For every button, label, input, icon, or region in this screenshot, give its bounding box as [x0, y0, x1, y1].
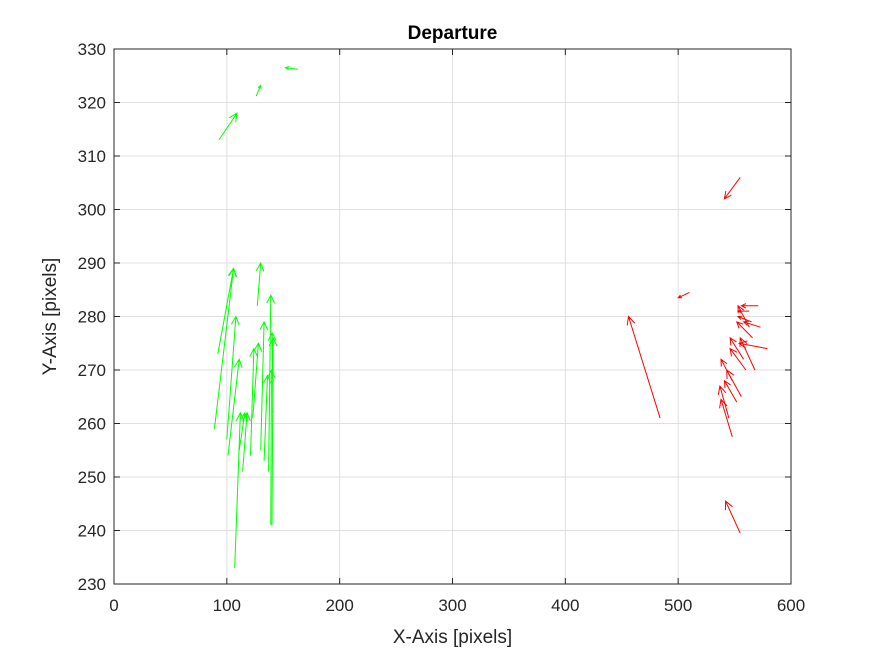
grid-lines — [114, 49, 791, 584]
y-tick-label: 230 — [78, 575, 106, 594]
x-tick-label: 400 — [551, 596, 579, 615]
y-tick-label: 260 — [78, 415, 106, 434]
y-tick-label: 250 — [78, 468, 106, 487]
axis-ticks: 0 100 200 300 400 500 600 230 240 250 260 270 280 290… — [78, 40, 806, 615]
y-tick-label: 290 — [78, 254, 106, 273]
vector-arrow — [227, 358, 243, 456]
y-tick-label: 310 — [78, 147, 106, 166]
vector-arrow — [226, 315, 240, 440]
vector-arrow — [724, 500, 741, 534]
vector-arrow — [267, 368, 276, 526]
y-tick-label: 270 — [78, 361, 106, 380]
vector-arrow — [255, 84, 262, 97]
x-tick-label: 200 — [325, 596, 353, 615]
x-tick-label: 300 — [438, 596, 466, 615]
y-tick-label: 330 — [78, 40, 106, 59]
vector-arrow — [740, 303, 759, 309]
vector-arrow — [242, 411, 251, 472]
vector-arrow — [259, 320, 269, 451]
y-tick-label: 280 — [78, 308, 106, 327]
vector-arrow — [717, 385, 730, 419]
vector-series-2 — [626, 177, 768, 534]
vector-arrow — [284, 66, 298, 71]
vector-arrow — [723, 379, 738, 403]
x-tick-label: 600 — [777, 596, 805, 615]
vector-arrow — [218, 112, 238, 141]
y-tick-label: 320 — [78, 94, 106, 113]
vector-arrow — [735, 321, 753, 339]
vector-arrow — [267, 331, 277, 413]
vector-arrow — [726, 368, 742, 398]
y-tick-label: 300 — [78, 201, 106, 220]
vector-arrow — [255, 261, 265, 306]
vector-arrow — [739, 336, 756, 371]
vector-arrow — [626, 315, 661, 419]
x-axis-title: X-Axis [pixels] — [393, 627, 512, 648]
vector-arrow — [217, 267, 237, 355]
y-axis-title: Y-Axis [pixels] — [40, 258, 61, 376]
vector-arrow — [249, 347, 259, 456]
vector-arrow — [723, 177, 741, 200]
x-tick-label: 0 — [109, 596, 118, 615]
y-tick-label: 240 — [78, 522, 106, 541]
x-tick-label: 100 — [213, 596, 241, 615]
vector-arrow — [677, 291, 690, 299]
vector-arrow — [729, 347, 747, 371]
vector-arrow — [234, 411, 245, 569]
vector-arrow — [729, 336, 745, 360]
vector-arrow — [252, 342, 263, 419]
vector-field — [213, 66, 768, 569]
vector-series-1 — [213, 66, 298, 569]
chart-title: Departure — [408, 23, 498, 44]
vector-arrow — [737, 304, 750, 328]
vector-arrow — [266, 293, 276, 472]
x-tick-label: 500 — [664, 596, 692, 615]
